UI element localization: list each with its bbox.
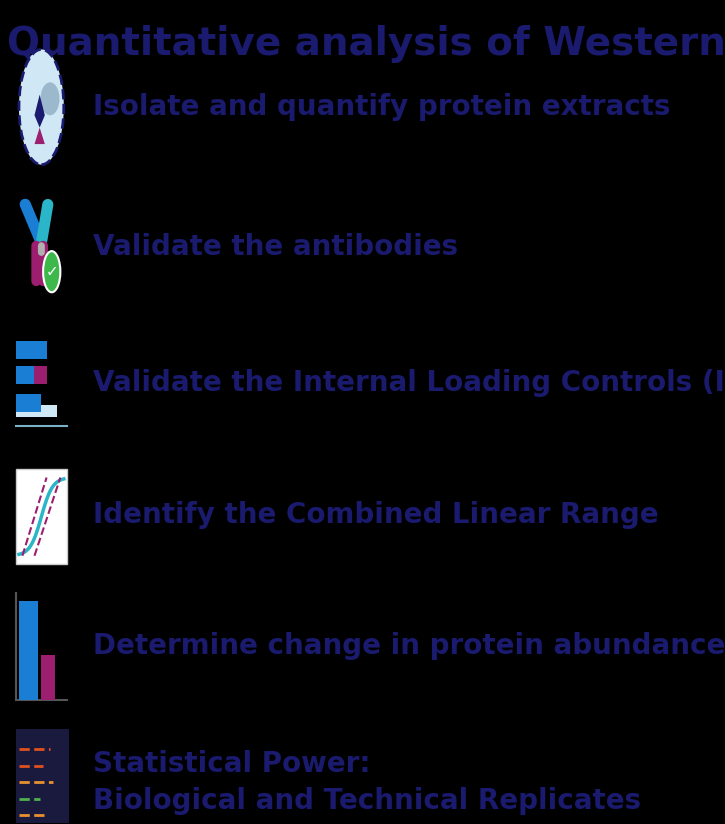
Text: ✓: ✓ [46,265,58,279]
FancyBboxPatch shape [19,601,38,700]
FancyBboxPatch shape [15,405,57,417]
Text: Determine change in protein abundance: Determine change in protein abundance [93,632,725,660]
Polygon shape [35,95,45,128]
Text: Isolate and quantify protein extracts: Isolate and quantify protein extracts [93,93,671,121]
Text: Validate the Internal Loading Controls (ILC): Validate the Internal Loading Controls (… [93,369,725,397]
Text: Validate the antibodies: Validate the antibodies [93,233,458,261]
FancyBboxPatch shape [15,395,41,413]
FancyBboxPatch shape [35,366,46,384]
Circle shape [43,251,60,293]
FancyBboxPatch shape [41,654,55,700]
FancyBboxPatch shape [15,728,69,824]
FancyBboxPatch shape [15,470,67,564]
FancyBboxPatch shape [15,341,46,359]
Text: Statistical Power:
Biological and Technical Replicates: Statistical Power: Biological and Techni… [93,750,641,815]
Polygon shape [35,128,45,144]
Text: Identify the Combined Linear Range: Identify the Combined Linear Range [93,500,659,528]
Ellipse shape [41,82,59,115]
Ellipse shape [19,49,64,165]
FancyBboxPatch shape [15,366,35,384]
Text: Quantitative analysis of Western blot data: Quantitative analysis of Western blot da… [7,25,725,63]
